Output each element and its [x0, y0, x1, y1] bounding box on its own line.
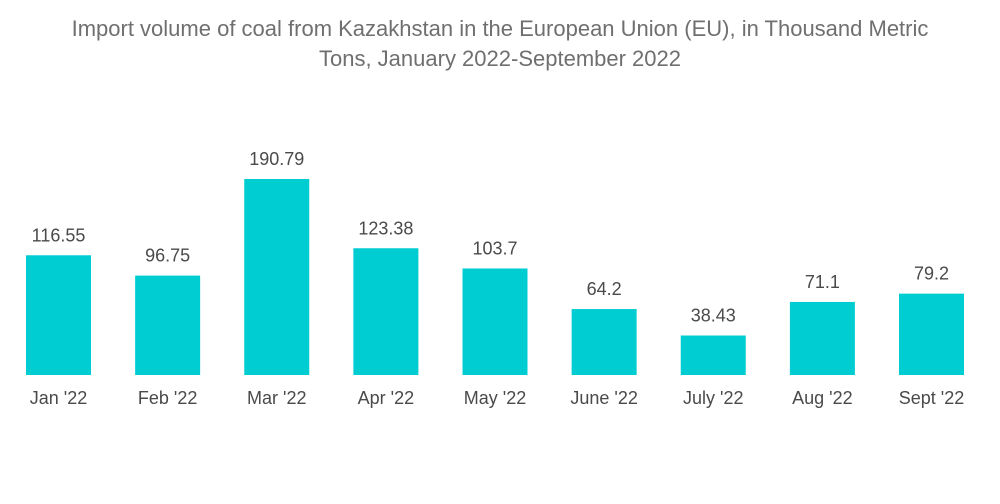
data-label-aug-22: 71.1: [805, 272, 840, 292]
x-tick-label-sept-22: Sept '22: [899, 388, 965, 408]
chart-title: Import volume of coal from Kazakhstan in…: [0, 14, 1000, 74]
bar-july-22: [680, 335, 746, 375]
value-labels-layer: 116.55 96.75 190.79 123.38 103.7 64.2 38.43 71.…: [32, 149, 949, 326]
data-label-apr-22: 123.38: [358, 218, 413, 238]
x-tick-label-mar-22: Mar '22: [247, 388, 306, 408]
data-label-june-22: 64.2: [587, 279, 622, 299]
bar-jan-22: [26, 255, 91, 375]
bar-aug-22: [789, 301, 855, 375]
bar-sept-22: [899, 293, 964, 375]
chart-title-line-1: Import volume of coal from Kazakhstan in…: [71, 16, 929, 41]
data-label-may-22: 103.7: [472, 238, 517, 258]
bars-layer: [26, 179, 964, 375]
bar-mar-22: [244, 179, 310, 375]
x-axis-tick-labels: Jan '22 Feb '22 Mar '22 Apr '22 May '22 June …: [30, 388, 964, 408]
bar-may-22: [462, 268, 528, 375]
data-label-feb-22: 96.75: [145, 246, 190, 266]
x-tick-label-feb-22: Feb '22: [138, 388, 197, 408]
x-tick-label-may-22: May '22: [464, 388, 526, 408]
x-tick-label-june-22: June '22: [570, 388, 638, 408]
x-tick-label-july-22: July '22: [683, 388, 743, 408]
data-label-jan-22: 116.55: [32, 225, 86, 245]
data-label-july-22: 38.43: [691, 306, 736, 326]
data-label-mar-22: 190.79: [249, 149, 304, 169]
x-tick-label-apr-22: Apr '22: [358, 388, 414, 408]
bar-june-22: [571, 309, 637, 375]
chart-title-line-2: Tons, January 2022-September 2022: [318, 46, 681, 71]
x-tick-label-jan-22: Jan '22: [30, 388, 87, 408]
x-tick-label-aug-22: Aug '22: [792, 388, 853, 408]
bar-apr-22: [353, 248, 419, 375]
data-label-sept-22: 79.2: [914, 264, 949, 284]
bar-feb-22: [135, 275, 201, 375]
